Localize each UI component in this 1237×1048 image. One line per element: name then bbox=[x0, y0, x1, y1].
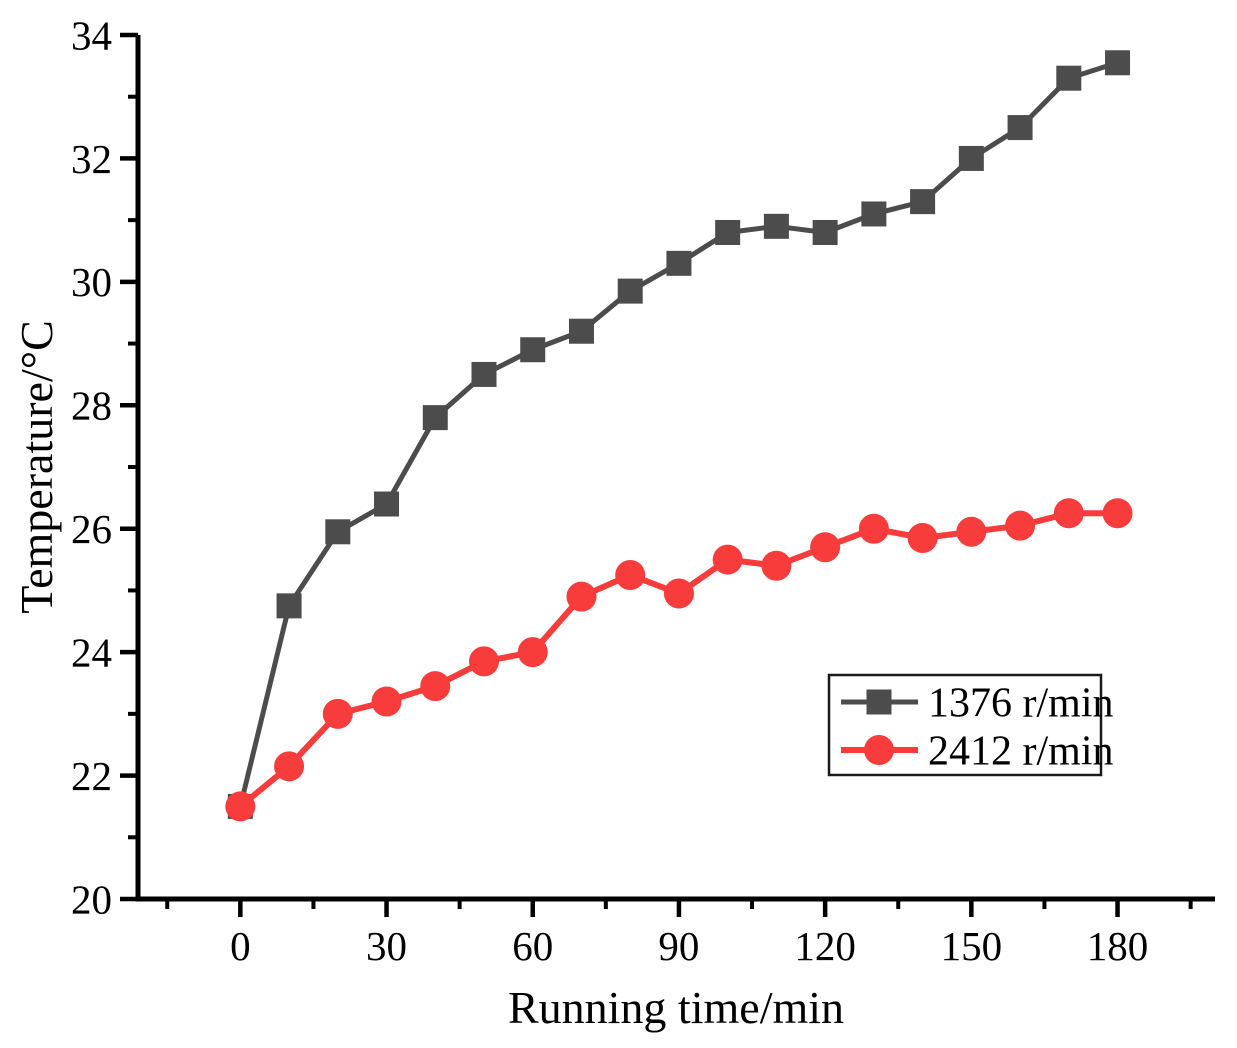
data-point-marker bbox=[712, 544, 743, 575]
data-point-marker bbox=[1007, 115, 1033, 141]
y-axis-title: Temperature/°C bbox=[11, 320, 62, 614]
data-point-marker bbox=[907, 522, 938, 553]
data-point-marker bbox=[1105, 50, 1131, 76]
series-0 bbox=[227, 50, 1131, 819]
data-point-marker bbox=[615, 560, 646, 590]
legend-entry-0: 1376 r/min bbox=[841, 681, 1114, 727]
data-point-marker bbox=[861, 201, 887, 227]
data-point-marker bbox=[374, 491, 400, 517]
data-point-marker bbox=[810, 532, 841, 563]
data-point-marker bbox=[274, 751, 305, 782]
data-point-marker bbox=[666, 250, 692, 276]
data-point-marker bbox=[715, 219, 741, 245]
y-tick-label: 28 bbox=[71, 383, 112, 429]
legend-sample-marker bbox=[864, 735, 894, 765]
x-tick-label: 0 bbox=[230, 923, 251, 969]
data-point-marker bbox=[1053, 498, 1084, 529]
data-point-marker bbox=[517, 637, 548, 668]
data-point-marker bbox=[422, 405, 448, 431]
data-point-marker bbox=[420, 671, 451, 702]
data-point-marker bbox=[858, 513, 889, 544]
data-point-marker bbox=[322, 698, 353, 729]
data-point-marker bbox=[276, 593, 302, 619]
plot-area: 0 30 60 90 120 150 180 20 22 24 26 28 30 32 34 1376 r/m… bbox=[71, 12, 1215, 969]
data-point-marker bbox=[812, 219, 838, 245]
data-point-marker bbox=[1056, 65, 1082, 91]
x-tick-label: 120 bbox=[794, 923, 856, 969]
legend-entry-1: 2412 r/min bbox=[841, 729, 1114, 775]
y-tick-label: 32 bbox=[71, 136, 112, 182]
data-point-marker bbox=[520, 337, 546, 363]
x-tick-label: 30 bbox=[366, 923, 407, 969]
data-point-marker bbox=[910, 189, 936, 215]
data-point-marker bbox=[325, 519, 351, 545]
data-point-marker bbox=[471, 361, 497, 387]
data-point-marker bbox=[956, 516, 987, 547]
y-tick-label: 30 bbox=[71, 259, 112, 305]
data-point-marker bbox=[958, 145, 984, 171]
legend-sample-marker bbox=[866, 689, 892, 715]
data-point-marker bbox=[761, 550, 792, 581]
y-tick-label: 20 bbox=[71, 876, 112, 922]
data-point-marker bbox=[763, 213, 789, 239]
y-tick-label: 34 bbox=[71, 12, 112, 58]
data-point-marker bbox=[225, 791, 256, 822]
y-tick-label: 24 bbox=[71, 629, 112, 675]
data-point-marker bbox=[469, 646, 500, 677]
legend-label: 1376 r/min bbox=[928, 681, 1114, 727]
data-point-marker bbox=[1005, 510, 1036, 541]
x-tick-label: 90 bbox=[658, 923, 699, 969]
y-tick-label: 26 bbox=[71, 506, 112, 552]
y-tick-label: 22 bbox=[71, 753, 112, 799]
x-axis-title: Running time/min bbox=[508, 982, 844, 1033]
data-point-marker bbox=[371, 686, 402, 717]
legend-label: 2412 r/min bbox=[928, 729, 1114, 775]
x-tick-label: 150 bbox=[941, 923, 1003, 969]
series-1 bbox=[225, 498, 1133, 822]
data-point-marker bbox=[566, 581, 597, 612]
data-point-marker bbox=[663, 578, 694, 609]
data-point-marker bbox=[617, 278, 643, 304]
data-point-marker bbox=[568, 318, 594, 344]
x-tick-label: 60 bbox=[512, 923, 553, 969]
x-tick-label: 180 bbox=[1087, 923, 1149, 969]
data-point-marker bbox=[1102, 498, 1133, 529]
